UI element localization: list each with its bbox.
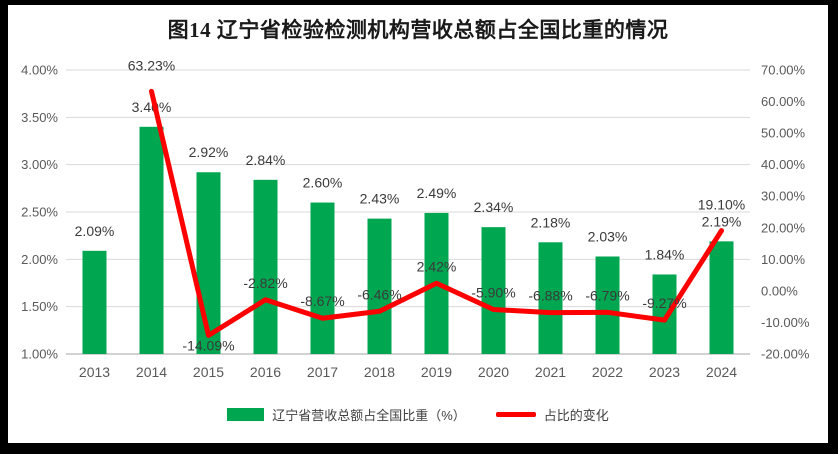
bar-2014 [139,126,164,354]
x-axis-label: 2013 [79,364,110,380]
x-axis-label: 2015 [193,364,224,380]
line-data-label: -2.82% [243,275,287,291]
bar-2015 [196,172,221,354]
legend: 辽宁省营收总额占全国比重（%） 占比的变化 [8,403,828,425]
line-data-label: -9.27% [642,295,686,311]
y2-axis-tick-label: 20.00% [761,220,806,235]
bar-data-label: 3.40% [132,99,172,115]
bar-2016 [253,179,278,354]
y2-axis-tick-label: 40.00% [761,157,806,172]
x-axis-label: 2024 [706,364,737,380]
bar-data-label: 2.84% [246,152,286,168]
y2-axis-tick-label: 50.00% [761,126,806,141]
bar-data-label: 1.84% [645,246,685,262]
line-data-label: 19.10% [698,197,745,213]
y2-axis-tick-label: -10.00% [761,315,810,330]
x-axis-label: 2023 [649,364,680,380]
x-axis-label: 2019 [421,364,452,380]
bar-data-label: 2.09% [75,223,115,239]
bar-data-label: 2.43% [360,191,400,207]
y2-axis-tick-label: 60.00% [761,94,806,109]
line-data-label: -6.88% [528,288,572,304]
y-axis-tick-label: 2.00% [21,252,58,267]
bar-data-label: 2.19% [702,213,742,229]
x-axis-label: 2022 [592,364,623,380]
x-axis-label: 2021 [535,364,566,380]
line-data-label: -6.46% [357,286,401,302]
bar-series-swatch-icon [227,407,265,421]
x-axis-label: 2016 [250,364,281,380]
bar-2020 [481,227,506,354]
bar-2018 [367,218,392,354]
y-axis-tick-label: 1.50% [21,299,58,314]
y-axis-tick-label: 4.00% [21,63,58,78]
y2-axis-tick-label: 70.00% [761,63,806,78]
legend-item-bar-series: 辽宁省营收总额占全国比重（%） [227,405,466,424]
line-data-label: -6.79% [585,287,629,303]
y2-axis-tick-label: 10.00% [761,252,806,267]
bar-2022 [595,256,620,354]
chart-title: 图14 辽宁省检验检测机构营收总额占全国比重的情况 [167,18,669,42]
legend-item-line-series: 占比的变化 [495,405,609,424]
line-data-label: 63.23% [128,57,175,73]
bar-2024 [709,241,734,354]
y-axis-tick-label: 3.50% [21,110,58,125]
line-series-swatch-icon [495,411,536,417]
bar-data-label: 2.34% [474,199,514,215]
bar-data-label: 2.03% [588,228,628,244]
x-axis-label: 2020 [478,364,509,380]
line-data-label: -14.09% [182,337,234,353]
y-axis-tick-label: 2.50% [21,205,58,220]
line-data-label: -8.67% [300,293,344,309]
bar-2023 [652,274,677,354]
change-line [149,88,724,338]
y2-axis-tick-label: -20.00% [761,347,810,362]
bar-2021 [538,242,563,354]
bar-data-label: 2.49% [417,185,457,201]
bar-data-label: 2.18% [531,214,571,230]
bar-data-label: 2.60% [303,175,343,191]
x-axis-label: 2017 [307,364,338,380]
bar-2017 [310,202,335,354]
y-axis-tick-label: 3.00% [21,157,58,172]
bar-2013 [82,250,107,354]
x-axis-label: 2018 [364,364,395,380]
y2-axis-tick-label: 30.00% [761,189,806,204]
x-axis-label: 2014 [136,364,167,380]
legend-label-bar-series: 辽宁省营收总额占全国比重（%） [272,407,466,423]
y2-axis-tick-label: 0.00% [761,283,798,298]
y-axis-tick-label: 1.00% [21,347,58,362]
legend-label-line-series: 占比的变化 [543,407,609,423]
line-data-label: -5.90% [471,285,515,301]
bar-data-label: 2.92% [189,144,229,160]
line-data-label: 2.42% [417,258,457,274]
